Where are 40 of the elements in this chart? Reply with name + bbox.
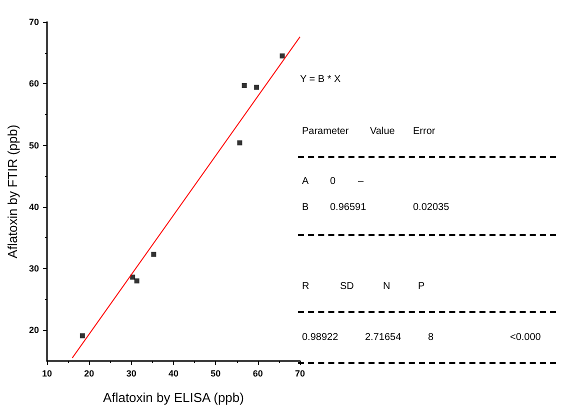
x-tick-label: 20	[84, 368, 94, 378]
text: 0.02035	[413, 202, 450, 214]
text: SD	[340, 281, 354, 293]
x-tick-label: 50	[210, 368, 221, 378]
point	[80, 333, 85, 338]
y-tick-label: 20	[28, 325, 39, 336]
text: Value	[370, 126, 395, 138]
text: R	[302, 281, 310, 293]
point	[280, 53, 285, 58]
y-tick-label: 50	[28, 140, 39, 150]
y-tick-label: 70	[28, 17, 39, 27]
x-axis-title: Aflatoxin by ELISA (ppb)	[103, 390, 244, 405]
y-tick-label: 60	[28, 78, 39, 89]
text: –	[358, 176, 364, 188]
y-tick-label: 40	[28, 202, 39, 212]
text: Error	[413, 126, 436, 138]
text: 0.96591	[330, 202, 366, 214]
x-tick-label: 30	[126, 368, 136, 378]
annotation: Y = B * X	[300, 74, 341, 86]
point	[254, 84, 260, 90]
x-tick-label: 10	[42, 368, 52, 378]
text: 0	[330, 176, 336, 188]
text: Parameter	[302, 126, 349, 138]
point	[237, 140, 242, 146]
text: 8	[428, 332, 434, 344]
text: A	[302, 176, 309, 188]
x-tick-label: 40	[168, 368, 179, 378]
text: B	[302, 202, 309, 214]
text: N	[383, 281, 390, 293]
x-tick-label: 70	[294, 368, 306, 378]
point	[242, 82, 247, 88]
y-axis-title: Aflatoxin by FTIR (ppb)	[5, 124, 20, 258]
text: 2.71654	[365, 332, 402, 344]
y-tick-label: 30	[28, 264, 39, 274]
text: <0.000	[510, 332, 541, 344]
text: P	[418, 281, 425, 293]
point	[151, 252, 156, 257]
x-tick-label: 60	[252, 368, 263, 378]
point	[134, 278, 140, 284]
text: 0.98922	[302, 332, 338, 344]
